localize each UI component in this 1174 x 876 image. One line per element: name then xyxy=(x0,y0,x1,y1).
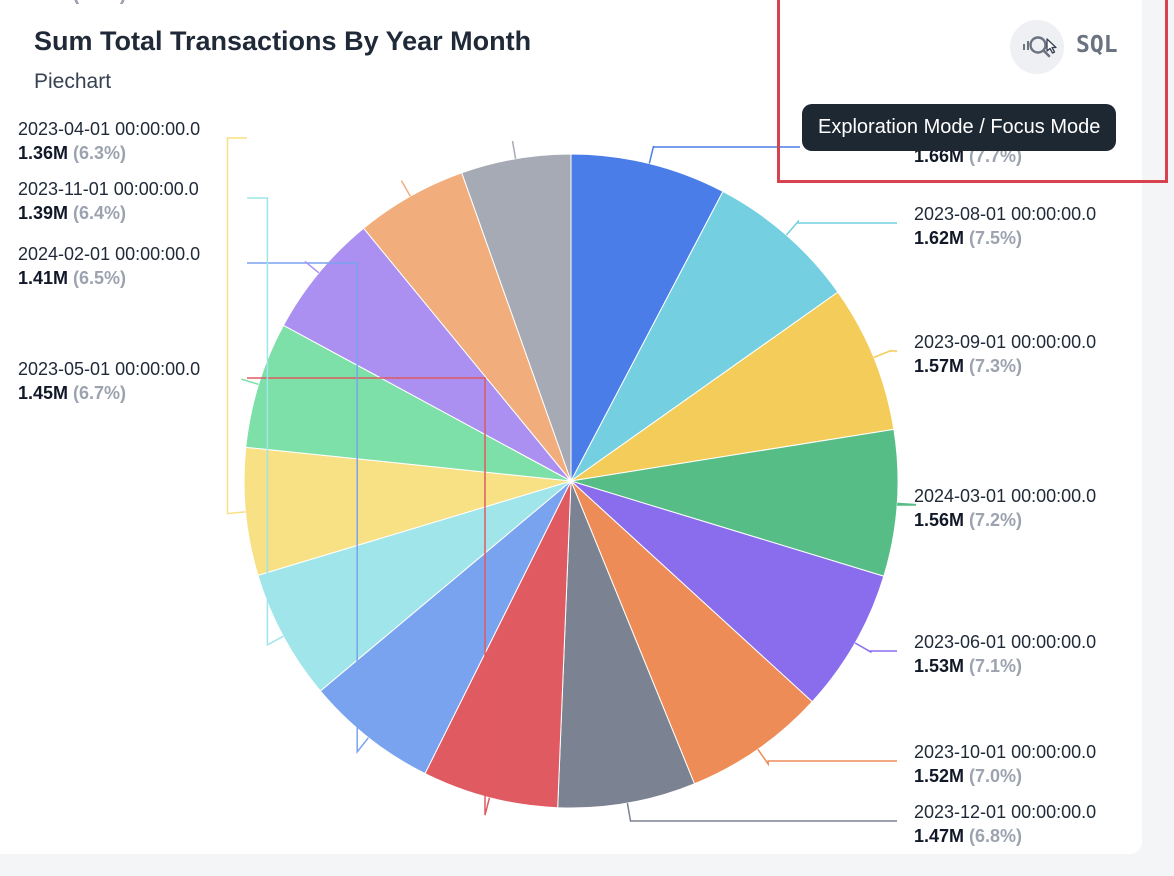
slice-label: 2023-04-01 00:00:00.0 xyxy=(18,119,200,139)
chart-title: Sum Total Transactions By Year Month xyxy=(34,26,532,56)
slice-value-label: 1.52M (7.0%) xyxy=(914,766,1022,786)
exploration-mode-tooltip: Exploration Mode / Focus Mode xyxy=(802,104,1117,151)
pie-slice[interactable] xyxy=(282,227,572,482)
slice-value-label: 1.39M (6.4%) xyxy=(18,203,126,223)
slice-label: 2023-09-01 00:00:00.0 xyxy=(914,332,1096,352)
leader-line xyxy=(897,502,916,506)
leader-line xyxy=(757,748,897,767)
pie-slices xyxy=(243,153,899,809)
pie-chart: 2023-07-01 00:00:00.01.66M (7.7%)2023-08… xyxy=(18,0,1096,846)
leader-line xyxy=(247,197,284,647)
slice-value-label: 1.35M (6.3%) xyxy=(18,0,126,4)
pie-slice[interactable] xyxy=(245,324,572,482)
slice-value-label: 1.33M (6.1%) xyxy=(18,0,126,4)
slice-value-label: 1.56M (7.2%) xyxy=(914,510,1022,530)
leader-line xyxy=(304,260,320,274)
leader-line xyxy=(400,180,411,197)
slice-value-label: 1.57M (7.3%) xyxy=(914,356,1022,376)
leader-line xyxy=(648,145,800,164)
pie-slice[interactable] xyxy=(570,480,885,703)
slice-label: 2023-02-01 00:00:00.0 xyxy=(18,0,200,4)
pie-slice[interactable] xyxy=(243,446,572,576)
chart-subtitle: Piechart xyxy=(34,70,112,93)
leader-line xyxy=(241,378,259,386)
leader-line xyxy=(854,642,897,654)
slice-label: 2023-05-01 00:00:00.0 xyxy=(18,359,200,379)
slice-value-label: 1.41M (6.5%) xyxy=(18,268,126,288)
slice-value-label: 1.17M (5.4%) xyxy=(18,0,126,4)
slice-label: 2023-10-01 00:00:00.0 xyxy=(914,742,1096,762)
slice-value-label: 1.66M (7.7%) xyxy=(914,146,1022,166)
leader-line xyxy=(626,802,897,822)
slice-labels: 2023-07-01 00:00:00.01.66M (7.7%)2023-08… xyxy=(18,0,1096,846)
slice-label: 2023-03-01 00:00:00.0 xyxy=(18,0,200,4)
slice-value-label: 1.36M (6.3%) xyxy=(18,143,126,163)
sql-button[interactable]: SQL xyxy=(1076,32,1118,58)
slice-value-label: 1.53M (7.1%) xyxy=(914,656,1022,676)
slice-label: 2024-02-01 00:00:00.0 xyxy=(18,244,200,264)
slice-value-label: 1.62M (7.5%) xyxy=(914,228,1022,248)
pie-slice[interactable] xyxy=(570,291,895,482)
slice-label: 2023-08-01 00:00:00.0 xyxy=(914,204,1096,224)
exploration-magnifier-cursor-icon xyxy=(1023,36,1057,58)
slice-label: 2024-03-01 00:00:00.0 xyxy=(914,486,1096,506)
slice-label: 2024-01-01 00:00:00.0 xyxy=(18,0,200,4)
pie-slice[interactable] xyxy=(257,480,572,692)
slice-label: 2023-01-01 00:00:00.0 xyxy=(18,0,200,4)
pie-slice[interactable] xyxy=(319,480,572,775)
leader-line xyxy=(785,219,897,236)
slice-label: 2023-06-01 00:00:00.0 xyxy=(914,632,1096,652)
leader-line xyxy=(511,140,517,159)
exploration-mode-button[interactable] xyxy=(1010,20,1064,74)
leader-line xyxy=(873,349,897,359)
leader-line xyxy=(226,137,247,515)
leader-line xyxy=(247,377,491,816)
label-leaders xyxy=(226,137,916,822)
pie-slice[interactable] xyxy=(570,153,724,482)
slice-value-label: 1.19M (5.5%) xyxy=(18,0,126,4)
leader-line xyxy=(247,262,369,754)
pie-slice[interactable] xyxy=(424,480,572,809)
pie-slice[interactable] xyxy=(461,153,572,482)
slice-label: 2023-11-01 00:00:00.0 xyxy=(18,179,199,199)
highlight-box xyxy=(777,0,1168,183)
pie-slice[interactable] xyxy=(570,190,839,482)
slice-label: 2023-12-01 00:00:00.0 xyxy=(914,802,1096,822)
slice-value-label: 1.47M (6.8%) xyxy=(914,826,1022,846)
slice-value-label: 1.45M (6.7%) xyxy=(18,383,126,403)
